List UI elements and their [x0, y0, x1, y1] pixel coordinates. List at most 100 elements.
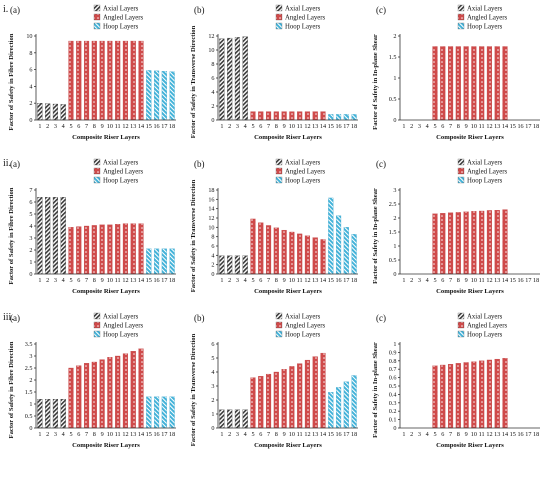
y-tick-label: 1 [393, 341, 396, 348]
y-tick-label: 0.5 [389, 96, 397, 103]
bar [447, 364, 454, 429]
x-tick-label: 13 [312, 277, 318, 284]
bar [161, 71, 167, 121]
x-tick-label: 15 [510, 431, 516, 438]
legend-label: Hoop Layers [467, 178, 503, 185]
x-tick-label: 5 [69, 123, 72, 130]
y-axis-title: Factor of Safety in In-plane Shear [372, 34, 379, 130]
x-axis-title: Composite Riser Layers [436, 134, 504, 141]
bar [122, 40, 129, 121]
legend-swatch [93, 158, 101, 166]
bar [281, 229, 287, 275]
bar [227, 409, 233, 429]
x-tick-label: 5 [433, 123, 436, 130]
x-axis-title: Composite Riser Layers [72, 134, 140, 141]
legend-swatch [93, 312, 101, 320]
bar [343, 227, 349, 275]
x-tick-label: 2 [410, 431, 413, 438]
panel-letter: (a) [10, 159, 20, 169]
bar [76, 226, 82, 275]
x-tick-label: 13 [130, 123, 136, 130]
bar [68, 40, 74, 121]
legend-label: Axial Layers [285, 6, 321, 13]
bar [494, 46, 500, 121]
bar [494, 358, 500, 429]
bar [343, 381, 349, 429]
legend-swatch [275, 167, 283, 175]
y-tick-label: 3 [29, 353, 32, 360]
y-tick-label: 1.5 [389, 229, 397, 236]
bar [37, 197, 43, 275]
y-tick-label: 7 [29, 187, 32, 194]
bar [440, 213, 446, 275]
bar [455, 363, 461, 429]
x-tick-label: 6 [259, 123, 262, 130]
x-tick-label: 5 [433, 431, 436, 438]
x-tick-label: 13 [130, 431, 136, 438]
x-tick-label: 18 [169, 123, 175, 130]
legend-label: Hoop Layers [103, 332, 139, 339]
y-tick-label: 0.4 [389, 391, 397, 398]
legend-label: Angled Layers [103, 323, 144, 330]
y-tick-label: 0.6 [389, 375, 397, 382]
y-tick-label: 8 [211, 234, 214, 241]
x-tick-label: 18 [351, 431, 357, 438]
y-tick-label: 4 [29, 83, 32, 90]
bar [320, 239, 326, 275]
bar [107, 40, 113, 121]
bar [83, 40, 90, 121]
legend-swatch [275, 330, 283, 338]
bar [83, 363, 90, 429]
y-tick-label: 3 [29, 235, 32, 242]
y-tick-label: 0.5 [389, 257, 397, 264]
bar [447, 212, 454, 275]
x-tick-label: 9 [101, 277, 104, 284]
bar [265, 111, 272, 121]
x-tick-label: 15 [510, 123, 516, 130]
bar [320, 111, 326, 121]
x-tick-label: 8 [275, 431, 278, 438]
bar [83, 225, 90, 275]
bar [297, 363, 303, 429]
bar [351, 375, 357, 429]
bar [45, 197, 51, 275]
legend-label: Hoop Layers [103, 178, 139, 185]
bar [227, 37, 233, 121]
bar [146, 248, 152, 275]
bar [479, 46, 485, 121]
x-tick-label: 12 [122, 431, 128, 438]
bar [234, 37, 241, 121]
y-tick-label: 1 [29, 401, 32, 408]
panel-letter: (c) [376, 313, 386, 323]
x-tick-label: 5 [251, 123, 254, 130]
bar [455, 212, 461, 275]
x-tick-label: 3 [54, 431, 57, 438]
x-tick-label: 14 [138, 123, 144, 130]
bar [146, 70, 152, 121]
y-tick-label: 1 [211, 411, 214, 418]
legend-swatch [457, 312, 465, 320]
y-tick-label: 0.9 [389, 349, 397, 356]
bar [328, 197, 334, 275]
x-tick-label: 16 [335, 431, 341, 438]
y-tick-label: 8 [211, 61, 214, 68]
bar [76, 365, 82, 429]
bar [91, 40, 97, 121]
bar [297, 233, 303, 275]
x-tick-label: 16 [335, 277, 341, 284]
legend-label: Angled Layers [467, 15, 508, 22]
legend-label: Axial Layers [103, 160, 139, 167]
x-tick-label: 11 [115, 277, 121, 284]
chart-panel: (c) Axial Layers Angled Layers Hoop Layers 0… [372, 312, 540, 449]
x-tick-label: 5 [433, 277, 436, 284]
bar [60, 399, 66, 429]
x-tick-label: 2 [228, 277, 231, 284]
bar [122, 353, 129, 429]
bar [169, 396, 175, 429]
bar [479, 210, 485, 275]
y-tick-label: 6 [29, 199, 32, 206]
x-tick-label: 3 [236, 123, 239, 130]
x-tick-label: 13 [130, 277, 136, 284]
x-tick-label: 18 [169, 431, 175, 438]
